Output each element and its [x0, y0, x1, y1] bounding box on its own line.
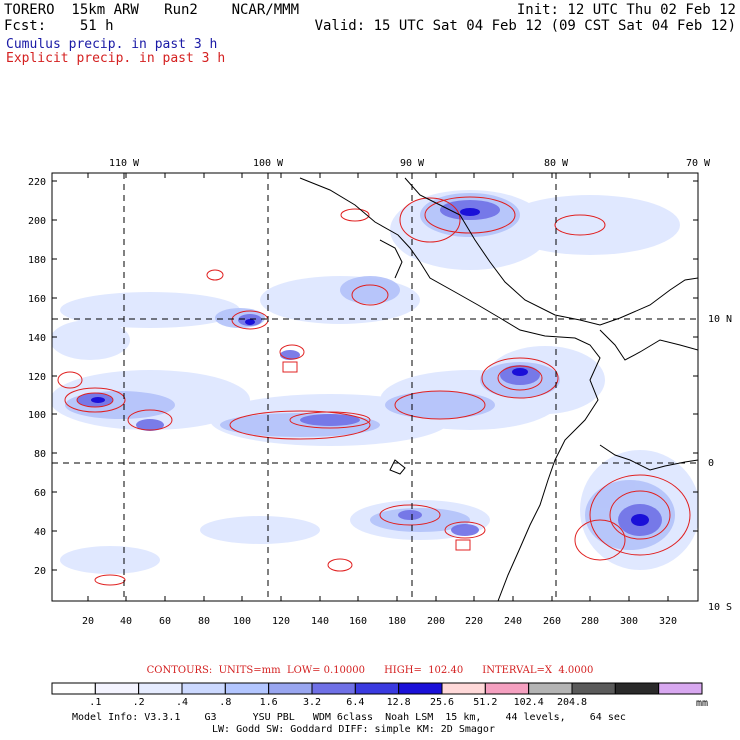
colorbar-unit: mm: [696, 698, 708, 709]
colorbar-swatch: [268, 682, 313, 695]
explicit-precip-label: Explicit precip. in past 3 h: [6, 51, 226, 66]
x-label: 20: [82, 616, 94, 627]
colorbar-label: .1: [89, 697, 101, 708]
x-label: 300: [620, 616, 638, 627]
run-title: TORERO 15km ARW Run2 NCAR/MMM: [4, 2, 300, 18]
colorbar-label: 25.6: [430, 697, 454, 708]
lon-label: 80 W: [544, 158, 569, 169]
x-label: 320: [659, 616, 677, 627]
axis-ticks: [52, 173, 698, 601]
colorbar-swatch: [138, 682, 183, 695]
colorbar-swatch: [354, 682, 400, 695]
colorbar-swatch: [658, 682, 703, 695]
lon-label: 110 W: [109, 158, 140, 169]
y-label: 160: [28, 294, 46, 305]
colorbar-label: .8: [219, 697, 231, 708]
y-label: 100: [28, 410, 46, 421]
right-lat-labels: 10 N 0 10 S: [708, 314, 732, 613]
colorbar-swatch: [528, 682, 573, 695]
colorbar-swatch: [614, 682, 660, 695]
precip-fields: [52, 177, 698, 601]
lat-label: 0: [708, 458, 714, 469]
colorbar-swatch: [311, 682, 356, 695]
x-label: 140: [311, 616, 329, 627]
latlon-grid: [52, 173, 698, 601]
colorbar-swatch: [94, 682, 140, 695]
lat-label: 10 S: [708, 602, 732, 613]
x-label: 120: [272, 616, 290, 627]
valid-time: Valid: 15 UTC Sat 04 Feb 12 (09 CST Sat …: [314, 18, 736, 34]
lon-label: 100 W: [253, 158, 284, 169]
colorbar-label: .4: [176, 697, 188, 708]
y-label: 180: [28, 255, 46, 266]
y-label: 200: [28, 216, 46, 227]
bottom-x-labels: 20 40 60 80 100 120 140 160 180 200 220 …: [82, 616, 677, 627]
lon-label: 90 W: [400, 158, 425, 169]
model-info-line1: Model Info: V3.3.1 G3 YSU PBL WDM 6class…: [72, 712, 626, 723]
colorbar-swatch: [441, 682, 486, 695]
colorbar-swatch: [181, 682, 226, 695]
y-label: 40: [34, 527, 46, 538]
lon-label: 70 W: [686, 158, 711, 169]
x-label: 160: [349, 616, 367, 627]
x-label: 220: [465, 616, 483, 627]
left-y-labels: 220 200 180 160 140 120 100 80 60 40 20: [28, 177, 46, 577]
contours-info: CONTOURS: UNITS=mm LOW= 0.10000 HIGH= 10…: [146, 665, 594, 676]
model-info-line2: LW: Godd SW: Goddard DIFF: simple KM: 2D…: [212, 724, 495, 735]
y-label: 220: [28, 177, 46, 188]
x-label: 40: [120, 616, 132, 627]
colorbar-swatch: [571, 682, 616, 695]
x-label: 200: [427, 616, 445, 627]
colorbar-label: 3.2: [303, 697, 321, 708]
colorbar-swatch: [484, 682, 530, 695]
forecast-hour: Fcst: 51 h: [4, 18, 114, 34]
colorbar-label: 51.2: [473, 697, 497, 708]
x-label: 60: [159, 616, 171, 627]
y-label: 140: [28, 333, 46, 344]
cumulus-precip-label: Cumulus precip. in past 3 h: [6, 37, 218, 52]
y-label: 80: [34, 449, 46, 460]
x-label: 180: [388, 616, 406, 627]
colorbar-label: 1.6: [260, 697, 278, 708]
colorbar-label: 102.4: [514, 697, 544, 708]
x-label: 280: [581, 616, 599, 627]
colorbar-swatch: [398, 682, 443, 695]
x-label: 100: [233, 616, 251, 627]
colorbar-swatch: [224, 682, 270, 695]
x-label: 80: [198, 616, 210, 627]
y-label: 20: [34, 566, 46, 577]
colorbar-label: 12.8: [387, 697, 411, 708]
y-label: 60: [34, 488, 46, 499]
lat-label: 10 N: [708, 314, 732, 325]
colorbar-swatch: [51, 682, 96, 695]
x-label: 240: [504, 616, 522, 627]
colorbar-label: .2: [133, 697, 145, 708]
init-time: Init: 12 UTC Thu 02 Feb 12: [516, 2, 736, 18]
map-frame: [51, 172, 699, 602]
top-lon-labels: 110 W 100 W 90 W 80 W 70 W: [109, 158, 711, 169]
x-label: 260: [543, 616, 561, 627]
colorbar-label: 204.8: [557, 697, 587, 708]
y-label: 120: [28, 372, 46, 383]
colorbar: .1 .2 .4 .8 1.6 3.2 6.4 12.8 25.6 51.2 102.4 204.8: [51, 682, 703, 708]
colorbar-label: 6.4: [346, 697, 364, 708]
